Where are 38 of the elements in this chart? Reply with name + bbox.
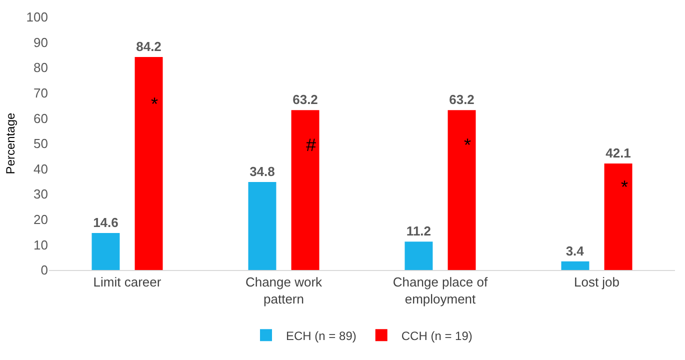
bar bbox=[92, 233, 120, 270]
data-label: 11.2 bbox=[406, 224, 432, 239]
bar bbox=[404, 242, 433, 270]
annotation: * bbox=[464, 135, 472, 155]
y-tick-label: 40 bbox=[34, 161, 48, 176]
x-tick-label: Change work pattern bbox=[245, 274, 323, 306]
annotation: * bbox=[621, 177, 628, 197]
y-tick-label: 60 bbox=[34, 110, 48, 126]
data-label: 3.4 bbox=[566, 243, 585, 258]
x-tick-label: Change place of employment bbox=[392, 274, 488, 306]
data-label: 63.2 bbox=[292, 92, 318, 108]
legend-label: CCH (n = 19) bbox=[401, 328, 472, 343]
annotation: # bbox=[306, 135, 316, 155]
y-tick-label: 100 bbox=[26, 10, 48, 25]
bar bbox=[248, 182, 276, 270]
y-tick-label: 50 bbox=[34, 136, 48, 152]
y-tick-label: 10 bbox=[34, 237, 48, 252]
annotation: * bbox=[151, 94, 158, 114]
data-label: 63.2 bbox=[449, 92, 474, 108]
y-tick-label: 20 bbox=[34, 212, 48, 227]
data-label: 14.6 bbox=[93, 215, 118, 230]
data-label: 84.2 bbox=[136, 38, 162, 54]
bar bbox=[134, 56, 163, 270]
data-label: 34.8 bbox=[250, 164, 275, 179]
y-tick-label: 90 bbox=[34, 34, 48, 50]
bar bbox=[604, 163, 632, 270]
y-tick-label: 70 bbox=[34, 85, 48, 100]
y-axis-title: Percentage bbox=[4, 112, 18, 174]
x-tick-label: Limit career bbox=[93, 274, 162, 290]
y-tick-label: 30 bbox=[34, 186, 48, 202]
x-tick-label: Lost job bbox=[574, 274, 620, 290]
bar bbox=[291, 110, 320, 270]
bar bbox=[561, 261, 590, 270]
data-label: 42.1 bbox=[606, 145, 631, 160]
y-tick-label: 80 bbox=[34, 60, 48, 76]
y-tick-label: 0 bbox=[40, 262, 48, 278]
bar bbox=[448, 110, 476, 270]
legend-label: ECH (n = 89) bbox=[286, 328, 356, 343]
